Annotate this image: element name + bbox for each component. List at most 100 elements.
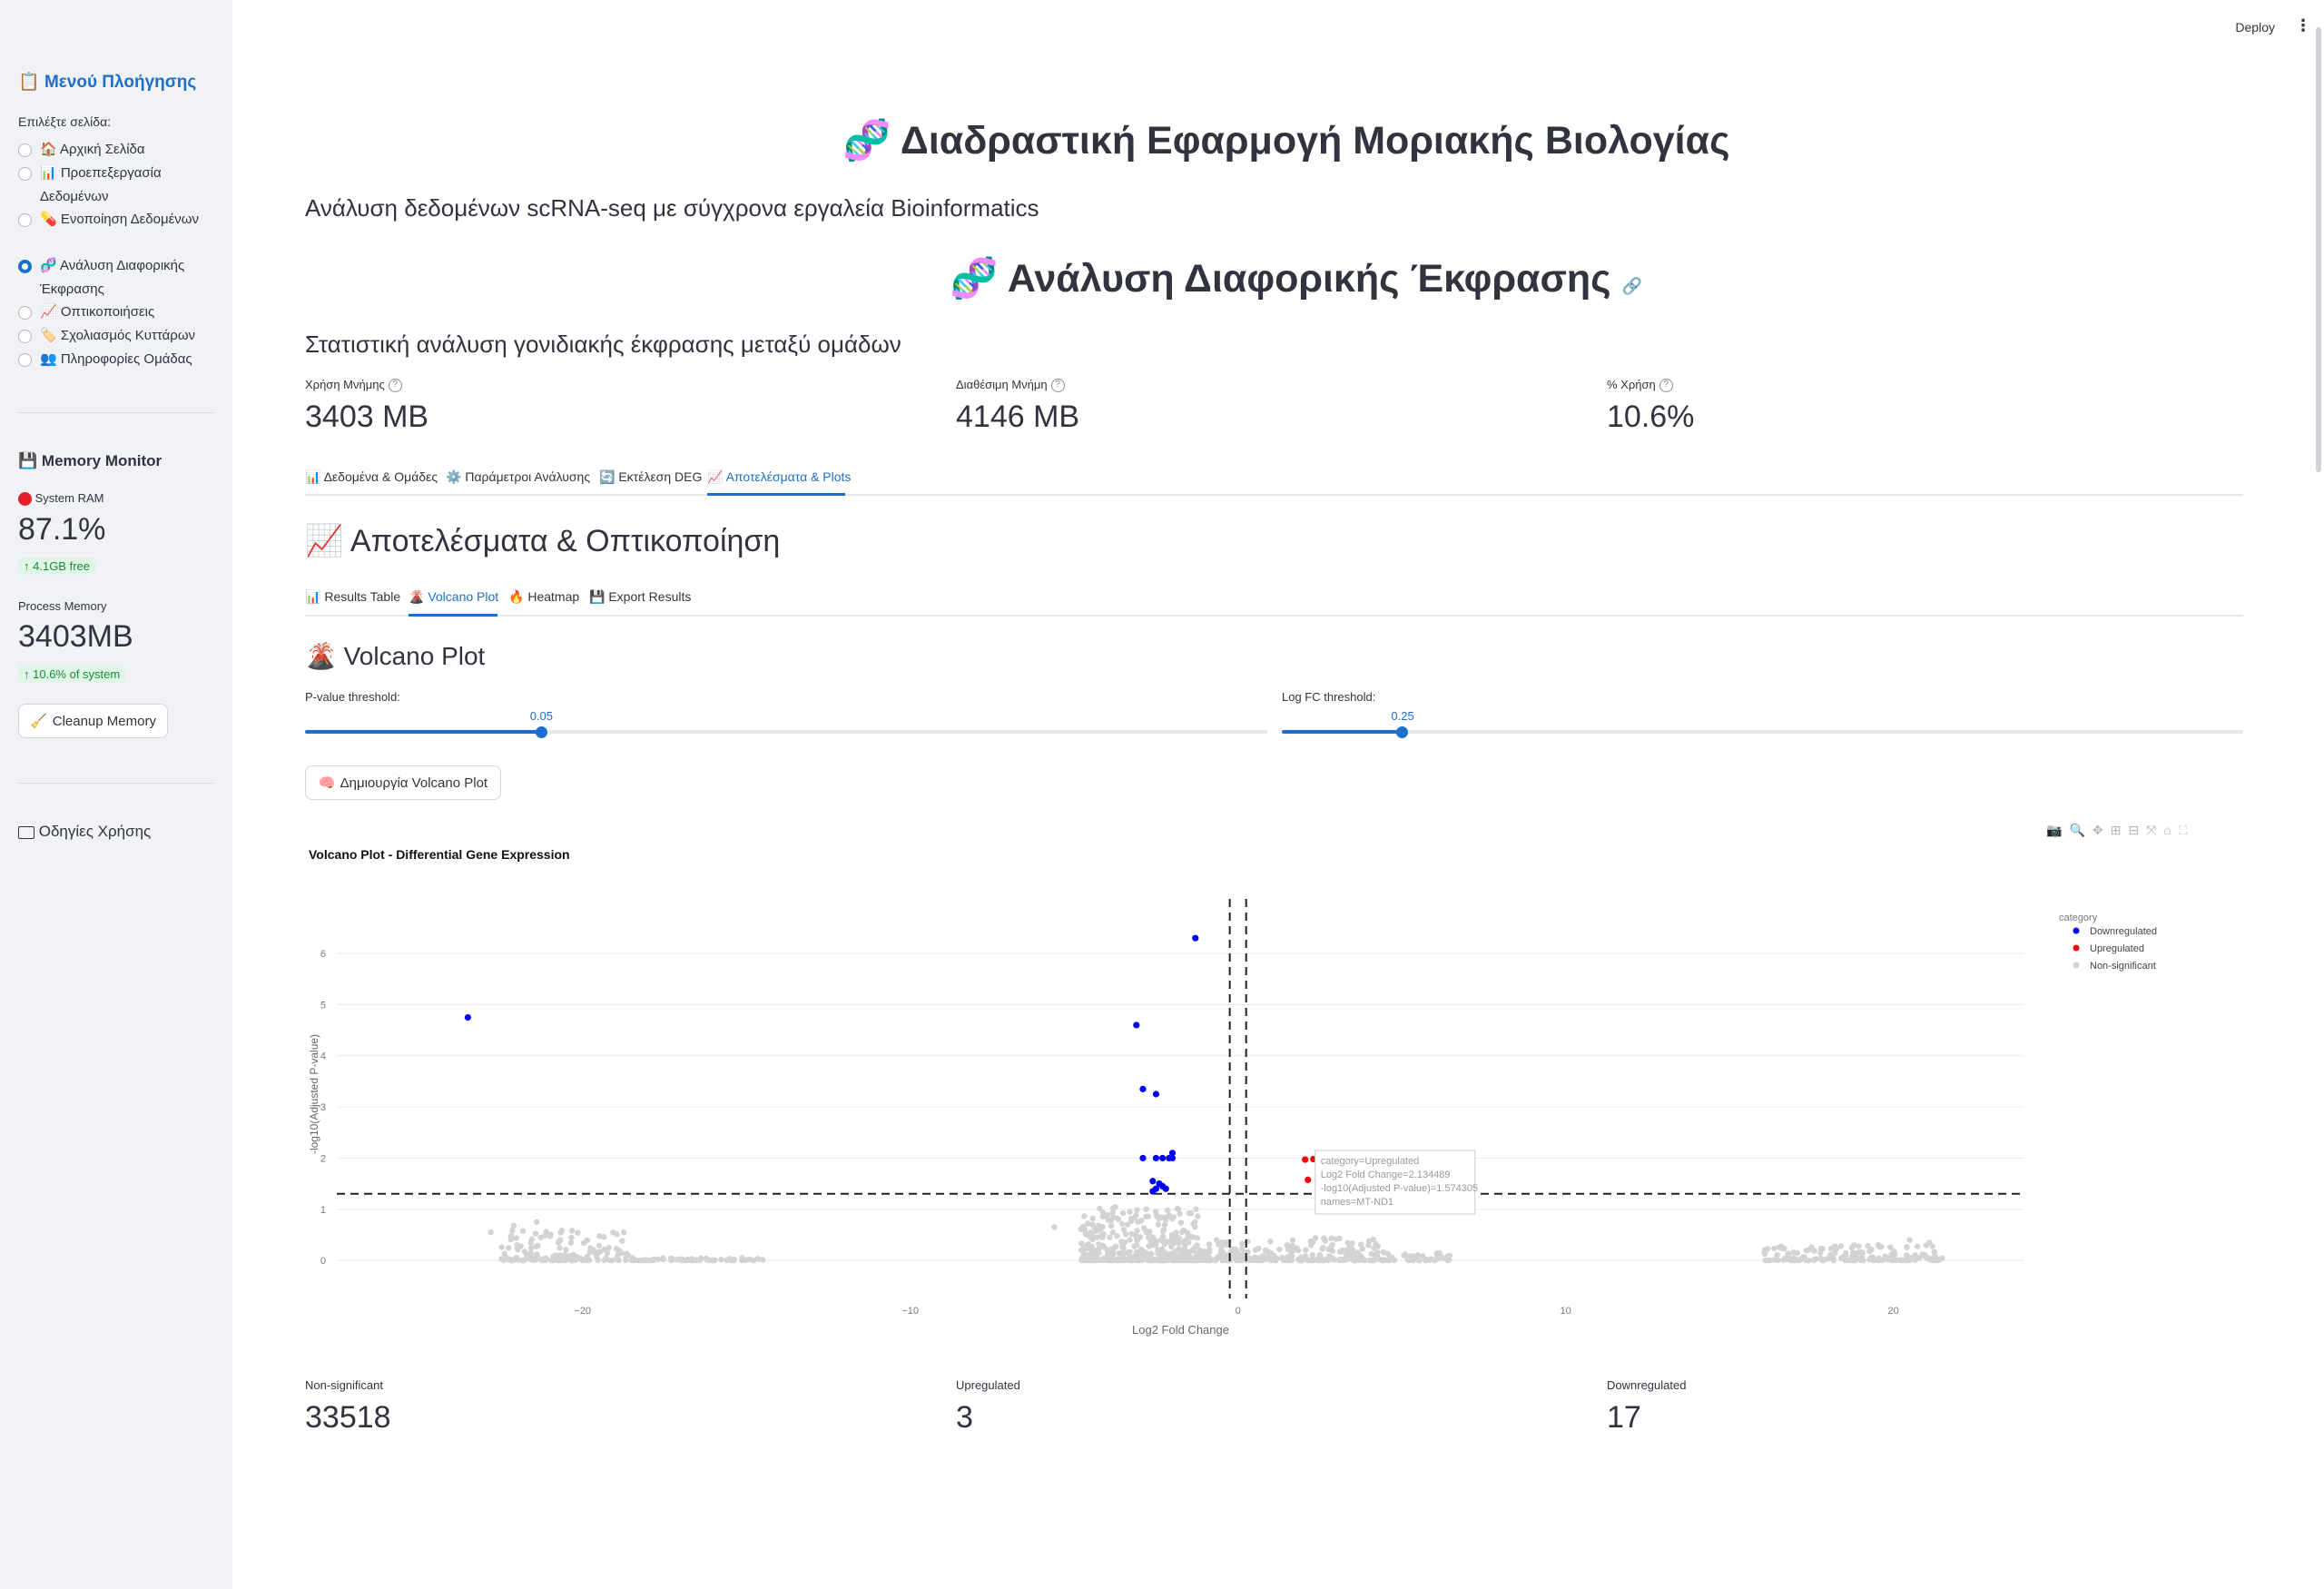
tab-export-results[interactable]: 💾 Export Results (589, 589, 692, 604)
nonsig-point (1243, 1249, 1250, 1256)
radio-button[interactable] (18, 143, 32, 157)
nonsig-point (1344, 1239, 1351, 1246)
zoom-in-icon[interactable]: ⊞ (2110, 823, 2129, 837)
dna-icon: 🧬 (842, 119, 891, 163)
zoom-icon[interactable]: 🔍 (2069, 823, 2093, 837)
nonsig-point (541, 1256, 547, 1263)
nonsig-point (1423, 1257, 1429, 1264)
nonsig-point (577, 1255, 584, 1262)
nonsig-point (1155, 1221, 1162, 1228)
link-icon[interactable]: 🔗 (1621, 277, 1642, 295)
deploy-button[interactable]: Deploy (2235, 20, 2275, 35)
nonsig-point (704, 1257, 710, 1263)
nonsig-point (1206, 1241, 1213, 1248)
nonsig-point (1196, 1247, 1204, 1254)
main-content: Deploy ⋮ 🧬 Διαδραστική Εφαρμογή Μοριακής… (232, 0, 2324, 1589)
nonsig-point (1097, 1205, 1103, 1212)
radio-button[interactable] (18, 353, 32, 367)
nonsig-point (1411, 1256, 1417, 1262)
nonsig-point (1150, 1235, 1157, 1241)
help-icon[interactable]: ? (388, 379, 402, 393)
pan-icon[interactable]: ✥ (2092, 823, 2111, 837)
nonsig-point (1838, 1255, 1845, 1262)
pvalue-slider-value: 0.05 (529, 709, 553, 723)
help-icon[interactable]: ? (1050, 379, 1065, 393)
nonsig-point (1776, 1244, 1782, 1250)
nonsig-point (548, 1257, 556, 1264)
nonsig-point (1078, 1247, 1085, 1253)
zoom-out-icon[interactable]: ⊟ (2128, 823, 2147, 837)
nonsig-point (1339, 1247, 1346, 1254)
downregulated-point (1162, 1185, 1169, 1192)
main-menu-icon[interactable]: ⋮ (2295, 16, 2311, 35)
nonsig-point (1336, 1235, 1343, 1242)
nonsig-point (1831, 1243, 1838, 1249)
nonsig-point (1877, 1244, 1884, 1250)
hover-text: Log2 Fold Change=2.134489 (1321, 1170, 1451, 1180)
nonsig-point (1217, 1239, 1224, 1247)
nonsig-point (1176, 1239, 1183, 1247)
x-tick-label: 0 (1236, 1306, 1241, 1317)
nonsig-point (1365, 1238, 1373, 1244)
scrollbar[interactable] (2311, 0, 2324, 1589)
nonsig-point (1365, 1242, 1372, 1248)
nonsig-point (1178, 1229, 1186, 1236)
arrow-up-icon: ↑ (24, 667, 30, 681)
camera-icon[interactable]: 📷 (2046, 823, 2070, 837)
nonsig-point (1285, 1246, 1292, 1253)
logfc-slider-handle[interactable] (1396, 726, 1409, 738)
nonsig-point (1127, 1209, 1133, 1215)
nonsig-point (1793, 1257, 1800, 1263)
nonsig-point (596, 1233, 603, 1239)
pvalue-slider-track[interactable] (305, 730, 1267, 734)
radio-button[interactable] (18, 260, 32, 273)
pvalue-slider-handle[interactable] (535, 726, 547, 738)
radio-button[interactable] (18, 306, 32, 320)
tab-analysis-parameters[interactable]: ⚙️ Παράμετροι Ανάλυσης (446, 469, 591, 484)
nonsig-point (1213, 1237, 1220, 1243)
help-icon[interactable]: ? (1659, 379, 1673, 393)
logfc-slider-track[interactable] (1282, 730, 2243, 734)
nonsig-point (1384, 1250, 1391, 1257)
fullscreen-icon[interactable]: ⛶ (2178, 823, 2195, 837)
tab-results-table[interactable]: 📊 Results Table (305, 589, 401, 604)
nonsig-point (620, 1229, 627, 1236)
tab-results-plots[interactable]: 📈 Αποτελέσματα & Plots (707, 469, 852, 484)
summary-label: Upregulated (956, 1378, 1020, 1392)
radio-button[interactable] (18, 330, 32, 343)
nonsig-point (1239, 1246, 1246, 1252)
tab-run-deg[interactable]: 🔄 Εκτέλεση DEG (599, 469, 703, 484)
usage-guide-title[interactable]: Οδηγίες Χρήσης (18, 823, 151, 841)
process-memory-label: Process Memory (18, 599, 107, 613)
nonsig-point (1923, 1254, 1929, 1260)
system-ram-label: System RAM (18, 491, 103, 507)
nonsig-point (1906, 1237, 1913, 1243)
pvalue-slider-label: P-value threshold: (305, 690, 400, 704)
nonsig-point (1329, 1248, 1336, 1254)
autoscale-icon[interactable]: ⤧ (2146, 823, 2164, 837)
nonsig-point (1309, 1239, 1315, 1246)
red-circle-icon (18, 492, 32, 507)
tab-data-groups[interactable]: 📊 Δεδομένα & Ομάδες (305, 469, 438, 484)
nonsig-point (755, 1256, 762, 1262)
tab-volcano-plot[interactable]: 🌋 Volcano Plot (409, 589, 499, 604)
create-volcano-plot-button[interactable]: 🧠 Δημιουργία Volcano Plot (305, 765, 501, 800)
nonsig-point (515, 1246, 521, 1253)
tab-heatmap[interactable]: 🔥 Heatmap (508, 589, 580, 604)
volcano-chart[interactable]: Volcano Plot - Differential Gene Express… (305, 840, 2266, 1348)
nonsig-point (668, 1257, 675, 1264)
radio-button[interactable] (18, 213, 32, 227)
nonsig-point (1427, 1257, 1433, 1263)
nonsig-point (1119, 1249, 1126, 1256)
home-icon[interactable]: ⌂ (2163, 823, 2179, 837)
radio-button[interactable] (18, 167, 32, 181)
nonsig-point (603, 1255, 609, 1261)
nav-item-label: 💊 Ενοποίηση Δεδομένων (40, 212, 200, 227)
nonsig-point (1145, 1255, 1151, 1262)
nonsig-point (1156, 1250, 1162, 1257)
nonsig-point (1131, 1214, 1138, 1220)
dna-icon: 🧬 (950, 257, 999, 301)
nonsig-point (1819, 1246, 1826, 1252)
y-tick-label: 4 (320, 1051, 326, 1062)
cleanup-memory-button[interactable]: 🧹 Cleanup Memory (18, 704, 168, 738)
